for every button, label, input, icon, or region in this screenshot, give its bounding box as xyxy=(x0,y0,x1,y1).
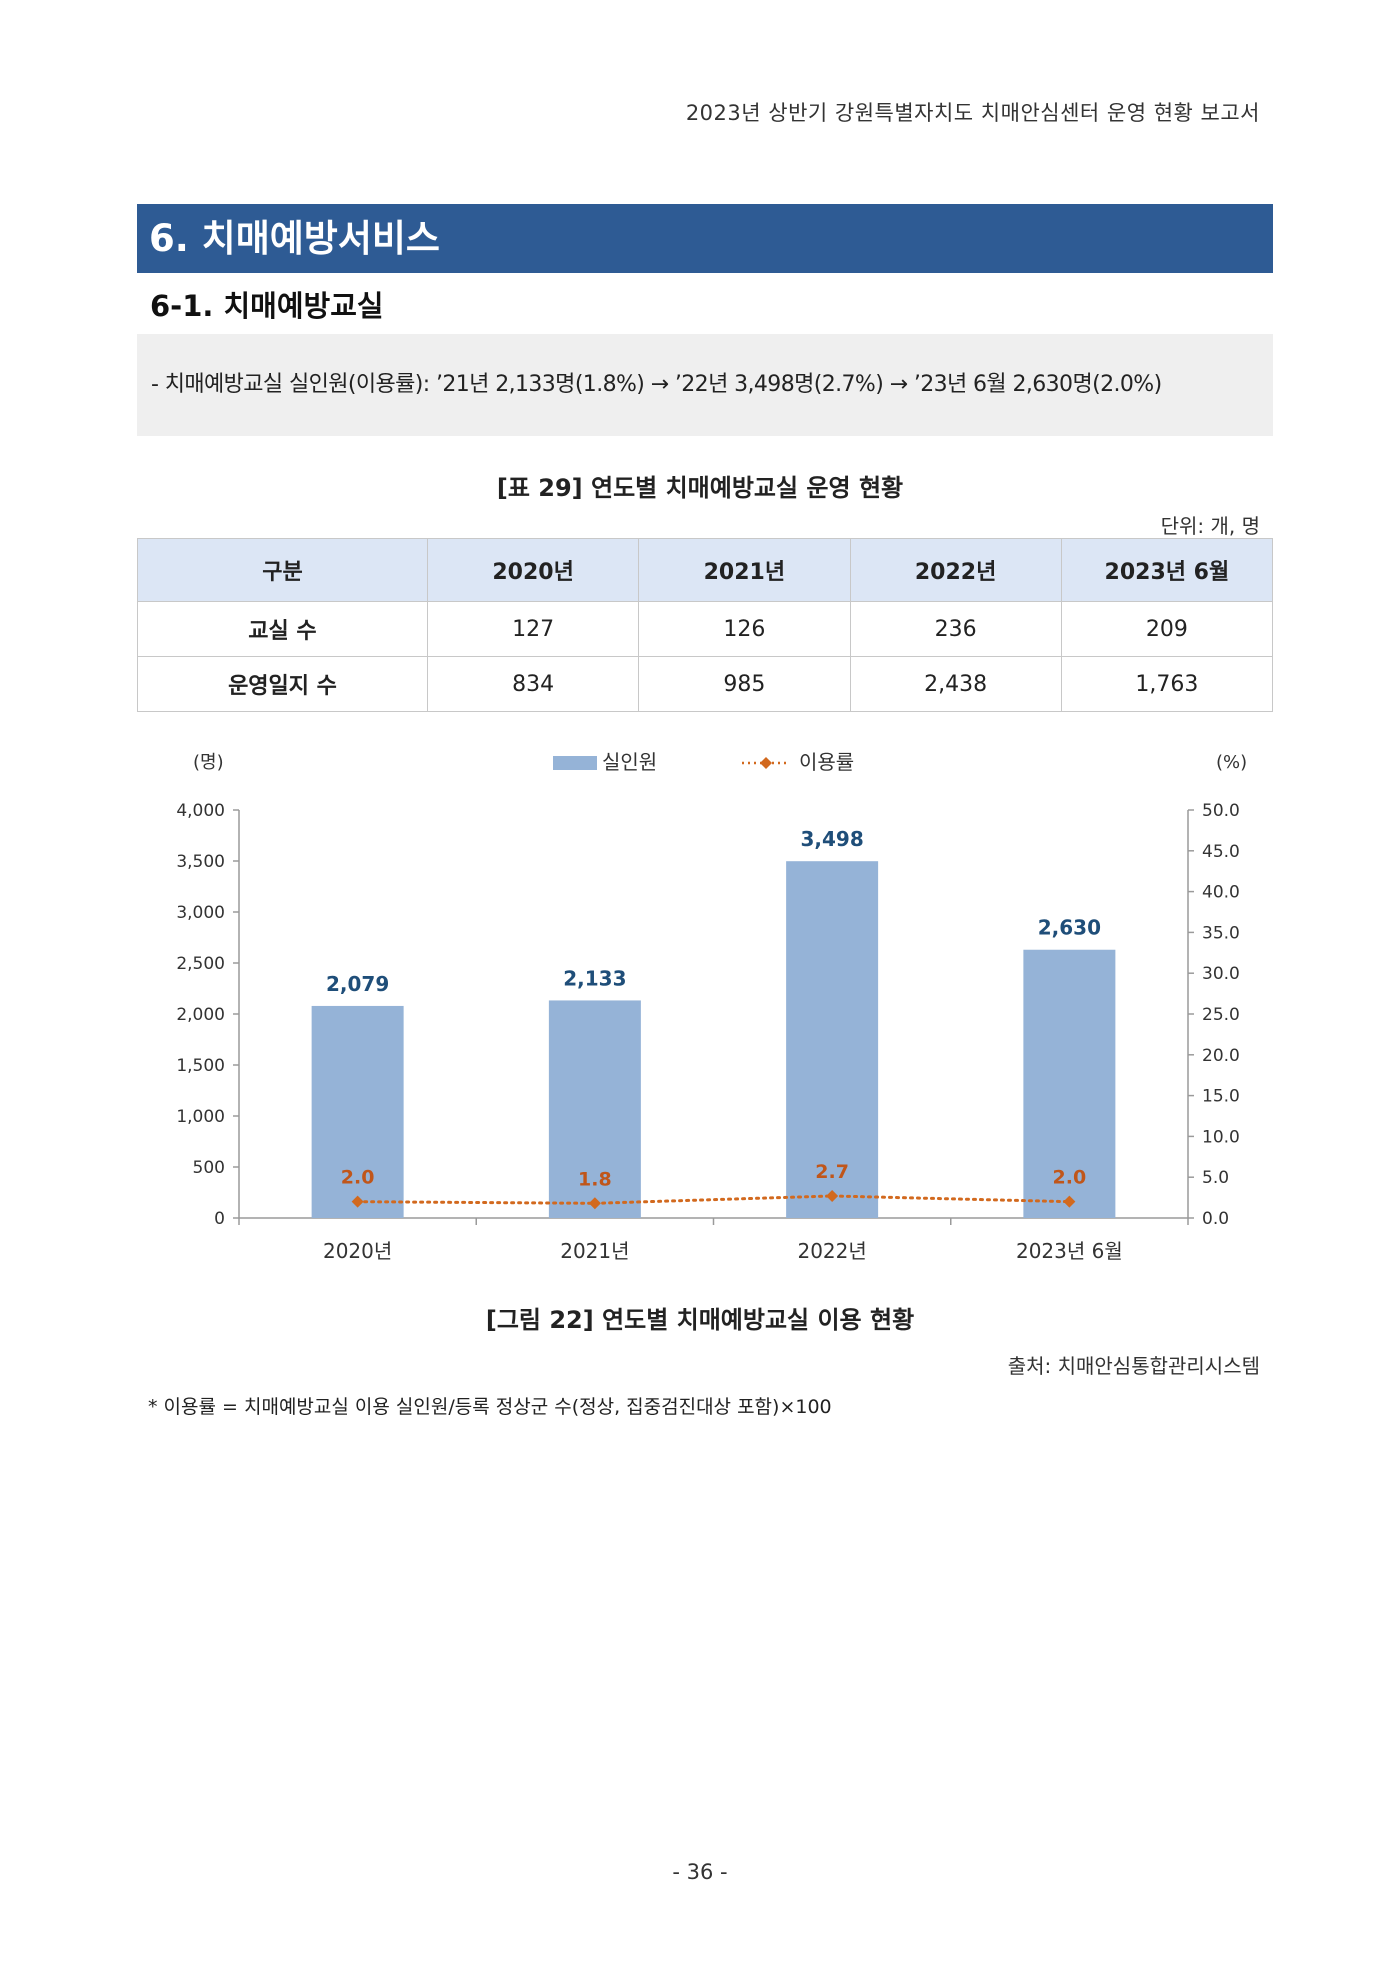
operations-table: 구분 2020년 2021년 2022년 2023년 6월 교실 수 127 1… xyxy=(137,538,1274,712)
line-label-2: 2.7 xyxy=(815,1161,849,1183)
usage-chart: 0 500 1,000 1,500 2,000 2,500 3,000 3,500 4,000 0… xyxy=(176,750,1247,1263)
table-cell: 126 xyxy=(638,601,851,657)
table-cell: 209 xyxy=(1060,601,1274,657)
y-right-tick-label: 0.0 xyxy=(1202,1209,1229,1229)
bar-3 xyxy=(1023,949,1116,1218)
running-header: 2023년 상반기 강원특별자치도 치매안심센터 운영 현황 보고서 xyxy=(685,101,1260,125)
page-number: - 36 - xyxy=(672,1860,728,1884)
header-cell: 구분 xyxy=(137,538,428,602)
table-unit: 단위: 개, 명 xyxy=(1160,514,1260,538)
table-row: 운영일지 수 834 985 2,438 1,763 xyxy=(137,656,1274,712)
y-left-tick-label: 0 xyxy=(214,1209,225,1229)
bar-1 xyxy=(548,1000,641,1218)
y-left-tick-label: 1,000 xyxy=(176,1107,225,1127)
y-right-tick-label: 20.0 xyxy=(1202,1046,1240,1066)
y-right-unit: (%) xyxy=(1216,752,1247,773)
section-title: 6. 치매예방서비스 xyxy=(137,204,1273,273)
table-header-row: 구분 2020년 2021년 2022년 2023년 6월 xyxy=(137,538,1274,602)
line-point-2 xyxy=(826,1189,839,1202)
x-category-label-3: 2023년 6월 xyxy=(1016,1239,1123,1263)
table-cell: 1,763 xyxy=(1060,656,1274,712)
table-cell: 127 xyxy=(426,601,640,657)
summary-box: - 치매예방교실 실인원(이용률): ’21년 2,133명(1.8%) → ’… xyxy=(137,334,1273,436)
header-cell: 2020년 xyxy=(426,538,640,602)
y-right-tick-label: 15.0 xyxy=(1202,1087,1240,1107)
y-left-unit: (명) xyxy=(193,752,224,773)
bar-label-3: 2,630 xyxy=(1038,916,1101,940)
row-label: 교실 수 xyxy=(137,601,428,657)
legend-line-label: 이용률 xyxy=(799,750,854,774)
table-cell: 985 xyxy=(638,656,851,712)
y-right-tick-label: 50.0 xyxy=(1202,801,1240,821)
y-right-tick-label: 35.0 xyxy=(1202,923,1240,943)
header-cell: 2021년 xyxy=(638,538,851,602)
table-cell: 2,438 xyxy=(849,656,1062,712)
y-right-tick-label: 45.0 xyxy=(1202,842,1240,862)
bar-label-2: 3,498 xyxy=(800,827,863,851)
legend-line-marker xyxy=(760,757,772,769)
line-series xyxy=(356,1194,1071,1205)
line-label-3: 2.0 xyxy=(1053,1167,1087,1189)
summary-text: - 치매예방교실 실인원(이용률): ’21년 2,133명(1.8%) → ’… xyxy=(151,372,1162,397)
y-right-tick-label: 30.0 xyxy=(1202,964,1240,984)
line-label-0: 2.0 xyxy=(341,1167,375,1189)
y-left-tick-label: 2,500 xyxy=(176,954,225,974)
y-left-tick-label: 2,000 xyxy=(176,1005,225,1025)
legend-bar-swatch xyxy=(553,756,597,770)
bar-0 xyxy=(311,1005,404,1218)
x-category-label-0: 2020년 xyxy=(323,1239,392,1263)
y-right-tick-label: 5.0 xyxy=(1202,1168,1229,1188)
figure-caption: [그림 22] 연도별 치매예방교실 이용 현황 xyxy=(485,1306,915,1334)
y-right-tick-label: 10.0 xyxy=(1202,1127,1240,1147)
y-right-tick-label: 25.0 xyxy=(1202,1005,1240,1025)
y-left-tick-label: 3,500 xyxy=(176,852,225,872)
x-category-label-2: 2022년 xyxy=(797,1239,866,1263)
line-label-1: 1.8 xyxy=(578,1168,612,1190)
table-cell: 236 xyxy=(849,601,1062,657)
bar-2 xyxy=(786,861,879,1218)
y-left-tick-label: 3,000 xyxy=(176,903,225,923)
y-right-tick-label: 40.0 xyxy=(1202,883,1240,903)
line-point-3 xyxy=(1063,1195,1076,1208)
y-left-tick-label: 1,500 xyxy=(176,1056,225,1076)
footnote: * 이용률 = 치매예방교실 이용 실인원/등록 정상군 수(정상, 집중검진대… xyxy=(148,1396,832,1418)
header-cell: 2022년 xyxy=(849,538,1062,602)
legend-bar-label: 실인원 xyxy=(602,750,657,774)
line-point-0 xyxy=(351,1195,364,1208)
row-label: 운영일지 수 xyxy=(137,656,428,712)
bar-label-0: 2,079 xyxy=(326,972,389,996)
y-left-tick-label: 4,000 xyxy=(176,801,225,821)
table-caption: [표 29] 연도별 치매예방교실 운영 현황 xyxy=(496,474,904,502)
table-row: 교실 수 127 126 236 209 xyxy=(137,601,1274,657)
table-cell: 834 xyxy=(426,656,640,712)
y-left-tick-label: 500 xyxy=(193,1158,225,1178)
line-point-1 xyxy=(588,1197,601,1210)
subsection-title: 6-1. 치매예방교실 xyxy=(150,289,384,323)
x-category-label-1: 2021년 xyxy=(560,1239,629,1263)
bar-label-1: 2,133 xyxy=(563,966,626,990)
header-cell: 2023년 6월 xyxy=(1060,538,1274,602)
source-note: 출처: 치매안심통합관리시스템 xyxy=(1007,1354,1260,1378)
